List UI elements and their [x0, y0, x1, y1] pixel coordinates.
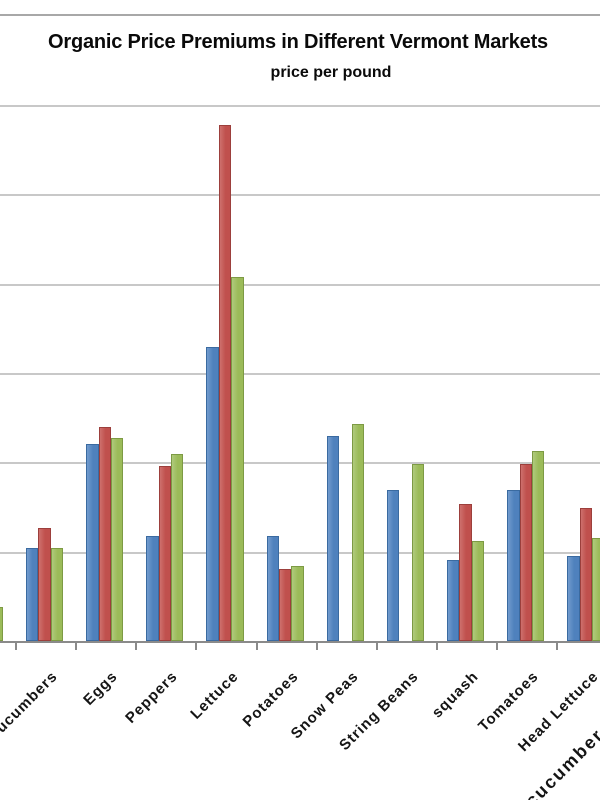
bar-series-red-Cucumbers: [38, 528, 51, 641]
x-axis-tick: [315, 642, 318, 650]
bar-series-green-Peppers: [171, 454, 184, 641]
bar-series-green-Lettuce: [231, 277, 244, 641]
bar-series-red-Peppers: [158, 465, 172, 641]
bar-series-green-Cucumbers: [50, 548, 64, 641]
bar-series-blue-squash: [447, 559, 460, 641]
bar-series-green-Potatoes: [291, 565, 304, 641]
x-axis-tick: [195, 642, 198, 650]
gridline: [0, 105, 600, 107]
bar-series-red-Head Lettuce: [579, 507, 593, 641]
bar-series-green-String Beans: [411, 464, 425, 641]
gridline: [0, 372, 600, 375]
x-axis-tick: [135, 642, 138, 650]
bar-series-green-Tomatoes: [532, 450, 545, 641]
chart-subtitle: price per pound: [270, 64, 392, 81]
x-axis-tick: [255, 642, 258, 650]
bar-series-blue-Lettuce: [206, 347, 219, 641]
bar-series-green-Head Lettuce: [592, 538, 600, 641]
top-border-rule: [0, 14, 600, 16]
bar-series-blue-Snow Peas: [326, 436, 340, 641]
bar-series-blue-Head Lettuce: [567, 556, 580, 641]
bar-series-red-Eggs: [98, 426, 111, 641]
bar-series-green-squash: [471, 540, 485, 641]
bar-series-blue-Potatoes: [266, 536, 279, 641]
chart-title: Organic Price Premiums in Different Verm…: [48, 31, 548, 53]
x-axis-tick: [15, 642, 17, 650]
bar-series-blue-Cucumbers: [26, 548, 39, 641]
bar-series-green-cut: [0, 607, 4, 641]
bar-series-red-squash: [459, 504, 472, 641]
gridline: [0, 283, 600, 286]
x-axis-tick: [496, 642, 499, 650]
gridline: [0, 462, 600, 465]
x-axis-tick: [375, 642, 378, 650]
bar-series-green-Snow Peas: [351, 423, 364, 641]
bar-series-blue-String Beans: [386, 490, 400, 641]
bar-series-blue-Eggs: [86, 443, 99, 641]
x-axis-tick: [436, 642, 439, 650]
bar-series-red-Tomatoes: [519, 464, 532, 641]
x-axis-tick: [75, 642, 78, 650]
bar-series-blue-Tomatoes: [507, 490, 520, 641]
gridline: [0, 194, 600, 197]
bar-series-blue-Peppers: [146, 536, 159, 641]
x-axis-line: [0, 641, 600, 643]
gridline: [0, 551, 600, 554]
x-axis-tick: [556, 642, 559, 650]
bar-series-red-Potatoes: [279, 568, 292, 641]
bar-series-green-Eggs: [110, 438, 124, 641]
bar-series-red-Lettuce: [218, 124, 232, 641]
